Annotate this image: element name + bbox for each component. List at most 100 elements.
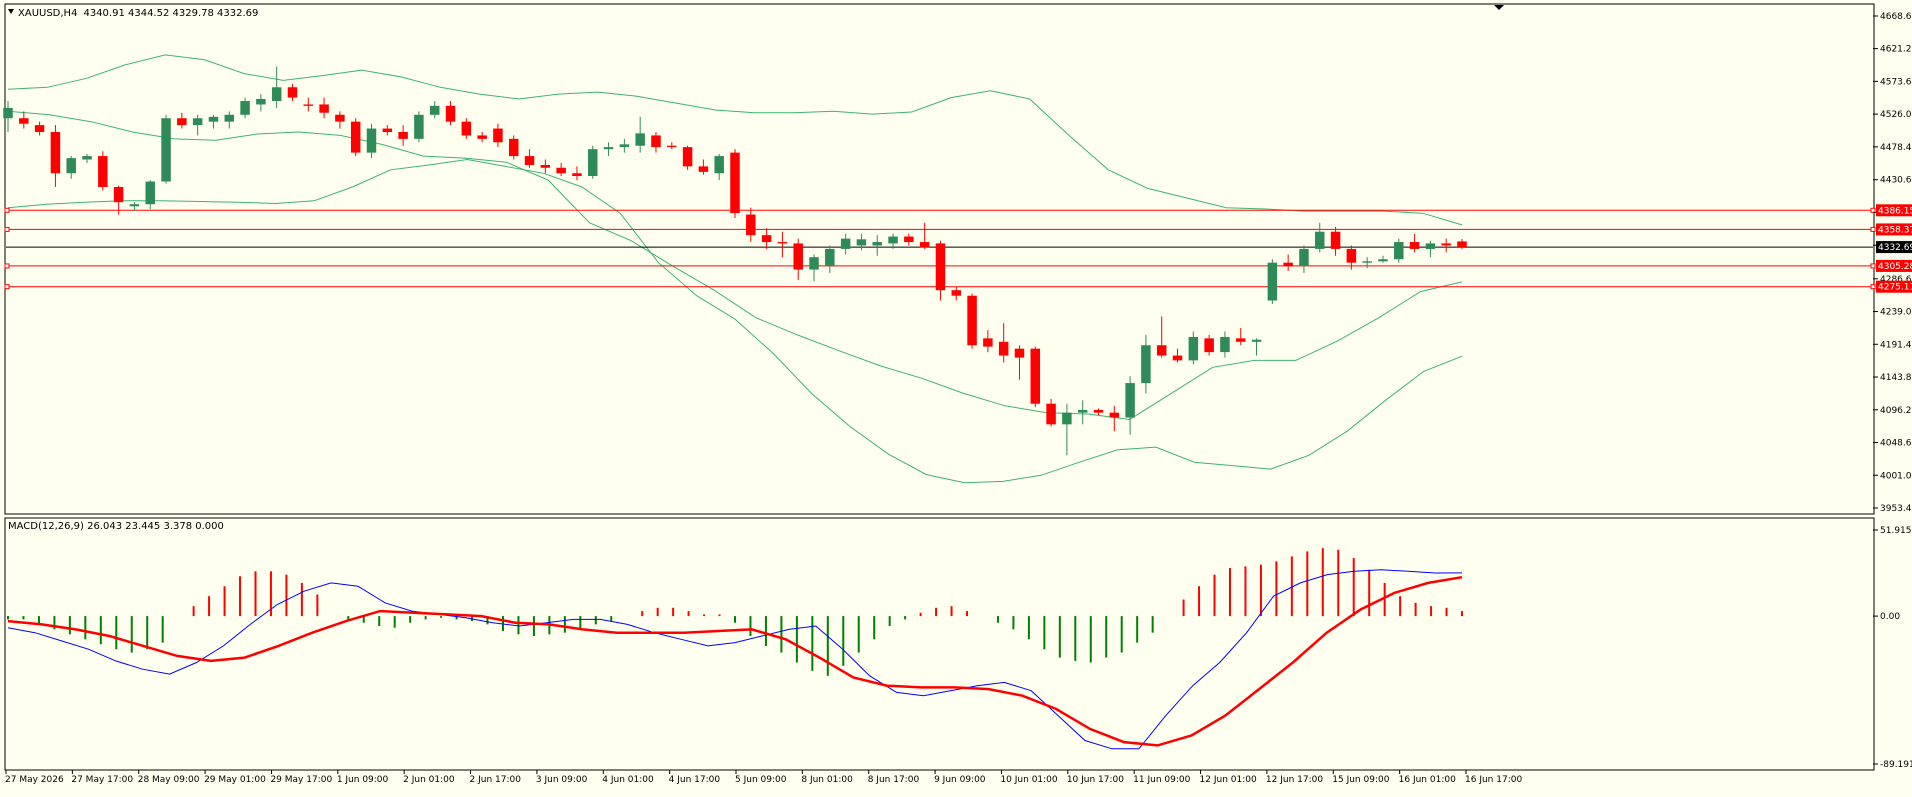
candle-body[interactable]	[667, 145, 677, 148]
main-panel[interactable]	[3, 54, 1876, 484]
candle-body[interactable]	[493, 128, 503, 143]
candle-body[interactable]	[398, 131, 408, 139]
candle-body[interactable]	[34, 125, 45, 132]
shift-marker-icon[interactable]	[1494, 5, 1504, 10]
candle-body[interactable]	[856, 239, 867, 246]
candle-body[interactable]	[303, 104, 314, 106]
candle-body[interactable]	[208, 116, 219, 122]
candle-body[interactable]	[1315, 231, 1325, 249]
candle-body[interactable]	[809, 257, 819, 270]
candle-body[interactable]	[145, 181, 155, 205]
candle-body[interactable]	[19, 118, 29, 124]
candle-body[interactable]	[1425, 243, 1436, 249]
candle-body[interactable]	[872, 242, 882, 246]
candle-body[interactable]	[983, 338, 993, 347]
candle-body[interactable]	[1457, 241, 1467, 248]
candle-body[interactable]	[572, 173, 582, 177]
candle-body[interactable]	[445, 105, 456, 122]
candle-body[interactable]	[382, 128, 393, 132]
candle-body[interactable]	[746, 214, 756, 236]
candle-body[interactable]	[350, 121, 361, 153]
candle-body[interactable]	[793, 243, 803, 270]
candle-body[interactable]	[461, 121, 472, 136]
candle-body[interactable]	[271, 87, 282, 102]
line-handle[interactable]	[1870, 284, 1876, 290]
candle-body[interactable]	[1093, 409, 1104, 413]
candle-body[interactable]	[1109, 412, 1120, 418]
candle-body[interactable]	[967, 295, 977, 346]
candle-body[interactable]	[1077, 409, 1088, 413]
line-handle[interactable]	[4, 263, 10, 269]
candle-body[interactable]	[1330, 231, 1341, 249]
candle-body[interactable]	[1188, 336, 1199, 361]
candle-body[interactable]	[1283, 262, 1293, 267]
candle-body[interactable]	[714, 156, 724, 174]
candle-body[interactable]	[619, 144, 630, 148]
line-handle[interactable]	[1870, 207, 1876, 213]
candle-body[interactable]	[98, 156, 108, 188]
candle-body[interactable]	[698, 166, 709, 172]
candle-body[interactable]	[256, 98, 266, 105]
macd-panel[interactable]	[7, 548, 1463, 750]
candle-body[interactable]	[888, 236, 898, 244]
candle-body[interactable]	[1014, 348, 1025, 358]
candle-body[interactable]	[129, 204, 140, 207]
candle-body[interactable]	[414, 114, 424, 139]
candle-body[interactable]	[1125, 383, 1135, 418]
line-handle[interactable]	[4, 207, 10, 213]
candle-body[interactable]	[50, 131, 61, 174]
line-handle[interactable]	[4, 284, 10, 290]
candle-body[interactable]	[904, 236, 914, 243]
candle-body[interactable]	[1220, 336, 1230, 353]
line-handle[interactable]	[4, 226, 10, 232]
candle-body[interactable]	[82, 156, 92, 160]
candle-body[interactable]	[1235, 338, 1246, 342]
candle-body[interactable]	[777, 242, 788, 244]
candle-body[interactable]	[556, 167, 566, 174]
candle-body[interactable]	[192, 118, 203, 126]
triangle-down-icon[interactable]	[8, 9, 14, 14]
candle-body[interactable]	[1062, 412, 1072, 425]
candle-body[interactable]	[477, 135, 487, 139]
candle-body[interactable]	[761, 235, 772, 243]
candle-body[interactable]	[1441, 243, 1451, 246]
candle-body[interactable]	[319, 104, 329, 113]
candle-body[interactable]	[935, 243, 946, 291]
candle-body[interactable]	[603, 147, 614, 150]
candle-body[interactable]	[224, 114, 235, 122]
candle-body[interactable]	[1346, 248, 1357, 263]
candle-body[interactable]	[1030, 348, 1041, 404]
candle-body[interactable]	[1172, 355, 1183, 361]
candle-body[interactable]	[1046, 403, 1056, 425]
candle-body[interactable]	[730, 152, 740, 214]
candle-body[interactable]	[66, 158, 76, 174]
candle-body[interactable]	[508, 138, 519, 157]
candle-body[interactable]	[177, 118, 187, 126]
line-handle[interactable]	[1870, 263, 1876, 269]
candle-body[interactable]	[335, 114, 345, 122]
candle-body[interactable]	[287, 87, 298, 98]
candle-body[interactable]	[951, 290, 962, 296]
candle-body[interactable]	[1204, 338, 1214, 353]
candle-body[interactable]	[682, 147, 693, 167]
candle-body[interactable]	[540, 165, 551, 168]
candle-body[interactable]	[1299, 248, 1309, 267]
candle-body[interactable]	[161, 118, 171, 182]
candle-body[interactable]	[524, 156, 535, 166]
candle-body[interactable]	[113, 187, 124, 203]
candle-body[interactable]	[651, 135, 661, 148]
candle-body[interactable]	[366, 128, 377, 153]
candle-body[interactable]	[1156, 345, 1167, 356]
candle-body[interactable]	[919, 242, 930, 248]
candle-body[interactable]	[240, 101, 250, 115]
candle-body[interactable]	[825, 248, 835, 267]
candle-body[interactable]	[1267, 262, 1278, 301]
candle-body[interactable]	[1409, 242, 1420, 249]
candle-body[interactable]	[840, 238, 851, 249]
candle-body[interactable]	[635, 133, 645, 146]
candle-body[interactable]	[3, 107, 13, 119]
line-handle[interactable]	[1870, 226, 1876, 232]
candle-body[interactable]	[429, 105, 440, 115]
